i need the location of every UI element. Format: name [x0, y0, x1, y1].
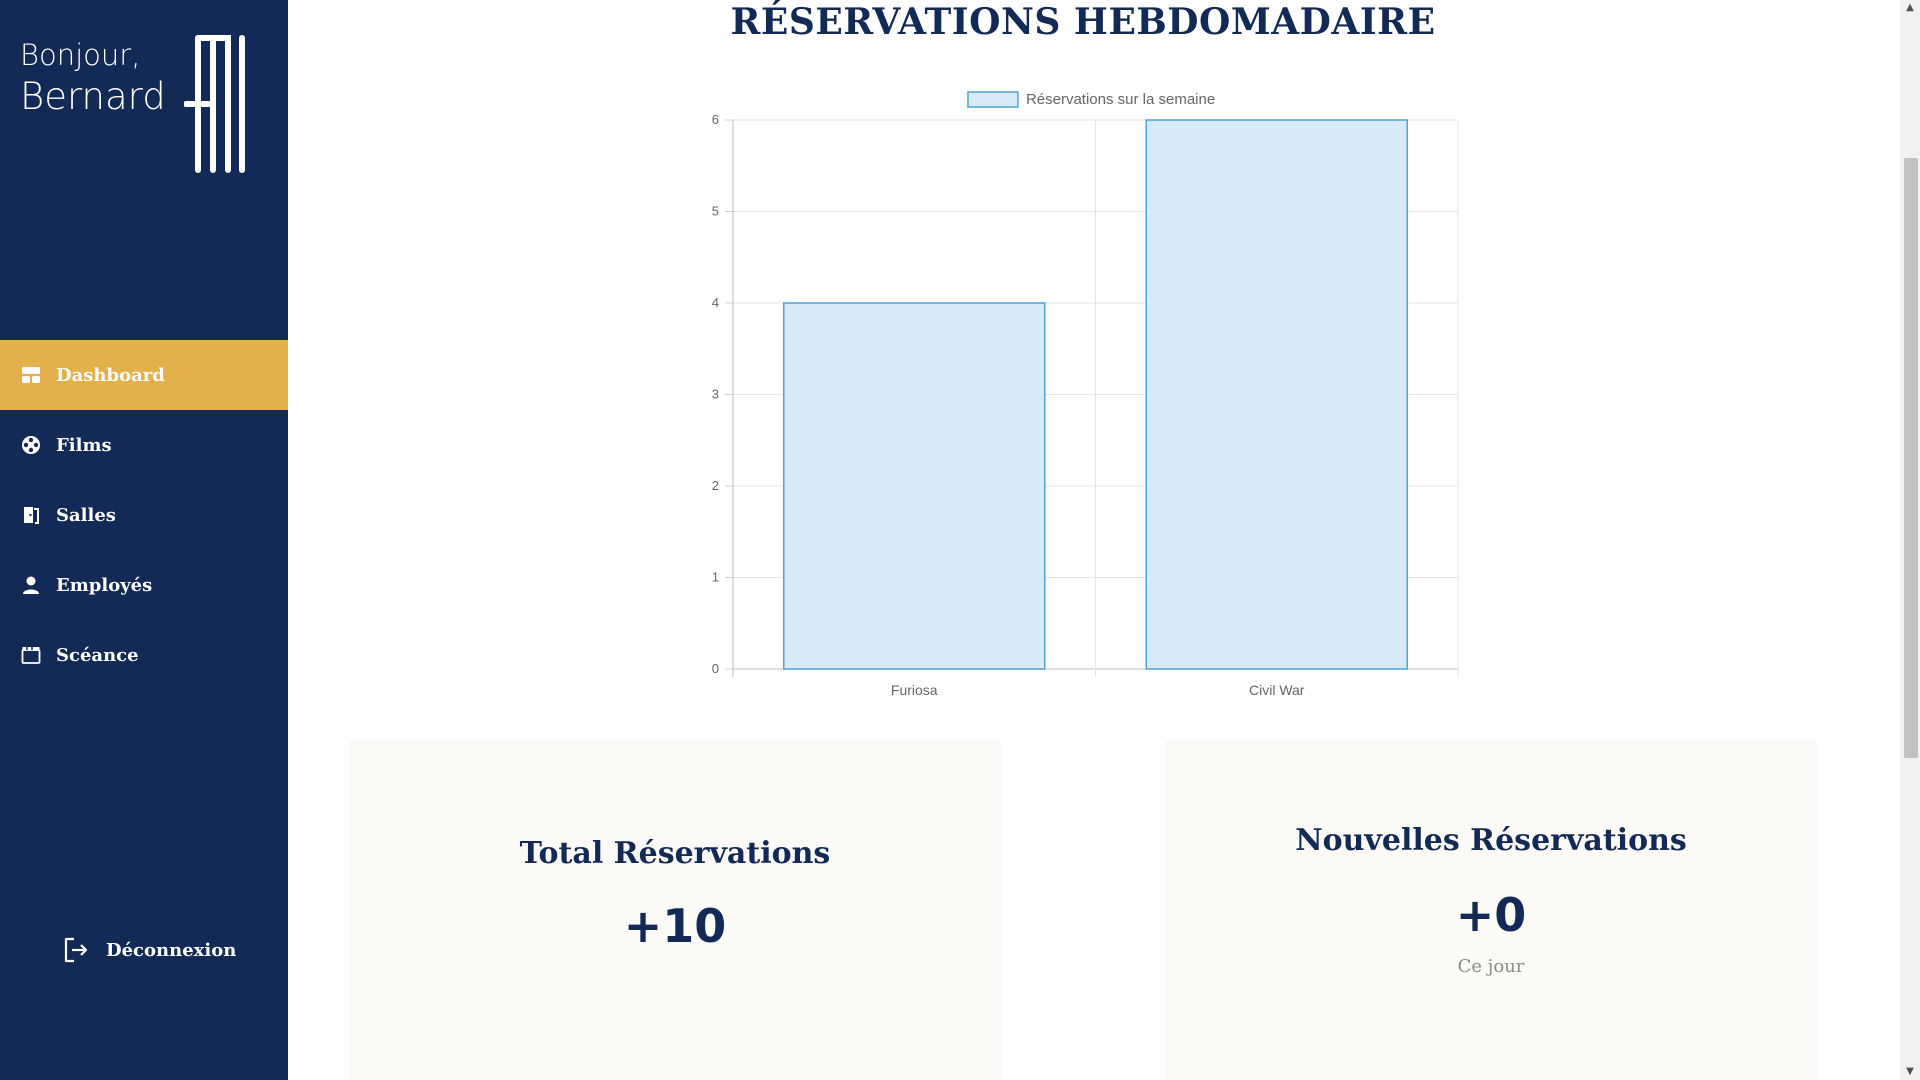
card-title: Nouvelles Réservations	[1295, 823, 1687, 858]
sidebar-item-salles[interactable]: Salles	[0, 480, 288, 550]
bar	[1145, 119, 1408, 670]
film-reel-icon	[20, 434, 42, 456]
x-tick-label: Civil War	[1249, 682, 1305, 698]
sidebar: Bonjour, Bernard Dashboard Films	[0, 0, 288, 1080]
sidebar-item-label: Dashboard	[56, 364, 165, 386]
y-tick-label: 4	[712, 295, 719, 310]
sidebar-item-dashboard[interactable]: Dashboard	[0, 340, 288, 410]
sidebar-item-label: Employés	[56, 574, 153, 596]
sidebar-item-employes[interactable]: Employés	[0, 550, 288, 620]
sidebar-item-films[interactable]: Films	[0, 410, 288, 480]
new-reservations-card: Nouvelles Réservations +0 Ce jour	[1165, 740, 1817, 1080]
total-reservations-card: Total Réservations +10	[349, 740, 1001, 1080]
greeting: Bonjour, Bernard	[20, 36, 166, 120]
card-subtitle: Ce jour	[1457, 956, 1525, 977]
logout-label: Déconnexion	[106, 939, 237, 961]
dashboard-icon	[20, 364, 42, 386]
sidebar-item-label: Salles	[56, 504, 116, 526]
greeting-name: Bernard	[20, 75, 166, 118]
scroll-up-arrow-icon[interactable]: ▲	[1906, 2, 1914, 13]
logout-button[interactable]: Déconnexion	[62, 936, 236, 964]
y-tick-label: 2	[712, 478, 719, 493]
y-tick-label: 0	[712, 661, 719, 676]
card-value: +10	[623, 899, 727, 953]
x-tick-label: Furiosa	[891, 682, 938, 698]
scroll-down-arrow-icon[interactable]: ▼	[1906, 1066, 1914, 1077]
logout-icon	[64, 937, 88, 963]
sidebar-item-label: Films	[56, 434, 112, 456]
y-tick-label: 5	[712, 204, 719, 219]
y-tick-label: 1	[712, 570, 719, 585]
sidebar-nav: Dashboard Films Salles Employés Scéance	[0, 340, 288, 690]
page-title: RÉSERVATIONS HEBDOMADAIRE	[730, 1, 1436, 43]
weekly-reservations-chart: 0 1 2 3 4 5 6 Furiosa Civil War Réservations sur …	[288, 80, 1900, 720]
main-content: RÉSERVATIONS HEBDOMADAIRE 0 1 2 3 4 5 6 Furiosa…	[288, 0, 1900, 1080]
card-title: Total Réservations	[519, 836, 831, 871]
vertical-scrollbar[interactable]: ▲ ▼	[1900, 0, 1920, 1080]
legend-swatch	[967, 91, 1019, 108]
bar	[783, 302, 1046, 670]
greeting-hello: Bonjour,	[20, 38, 141, 72]
clapperboard-icon	[20, 644, 42, 666]
door-icon	[20, 504, 42, 526]
y-tick-label: 6	[712, 112, 719, 127]
scroll-thumb[interactable]	[1904, 158, 1918, 758]
chart-svg: 0 1 2 3 4 5 6 Furiosa Civil War Réservations sur …	[712, 91, 1459, 698]
card-value: +0	[1455, 888, 1527, 942]
sidebar-item-label: Scéance	[56, 644, 139, 666]
y-tick-label: 3	[712, 387, 719, 402]
user-icon	[20, 574, 42, 596]
legend-label: Réservations sur la semaine	[1026, 91, 1215, 108]
sidebar-item-seance[interactable]: Scéance	[0, 620, 288, 690]
cinema-logo	[184, 35, 245, 173]
